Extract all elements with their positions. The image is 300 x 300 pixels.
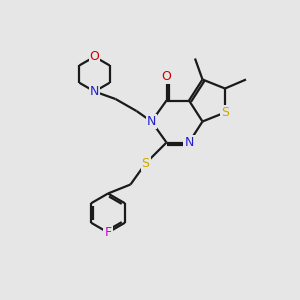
Text: S: S	[221, 106, 229, 119]
Text: N: N	[90, 85, 99, 98]
Text: F: F	[104, 226, 112, 239]
Text: O: O	[162, 70, 171, 83]
Text: N: N	[184, 136, 194, 149]
Text: O: O	[90, 50, 99, 63]
Text: N: N	[147, 115, 156, 128]
Text: S: S	[142, 157, 149, 170]
